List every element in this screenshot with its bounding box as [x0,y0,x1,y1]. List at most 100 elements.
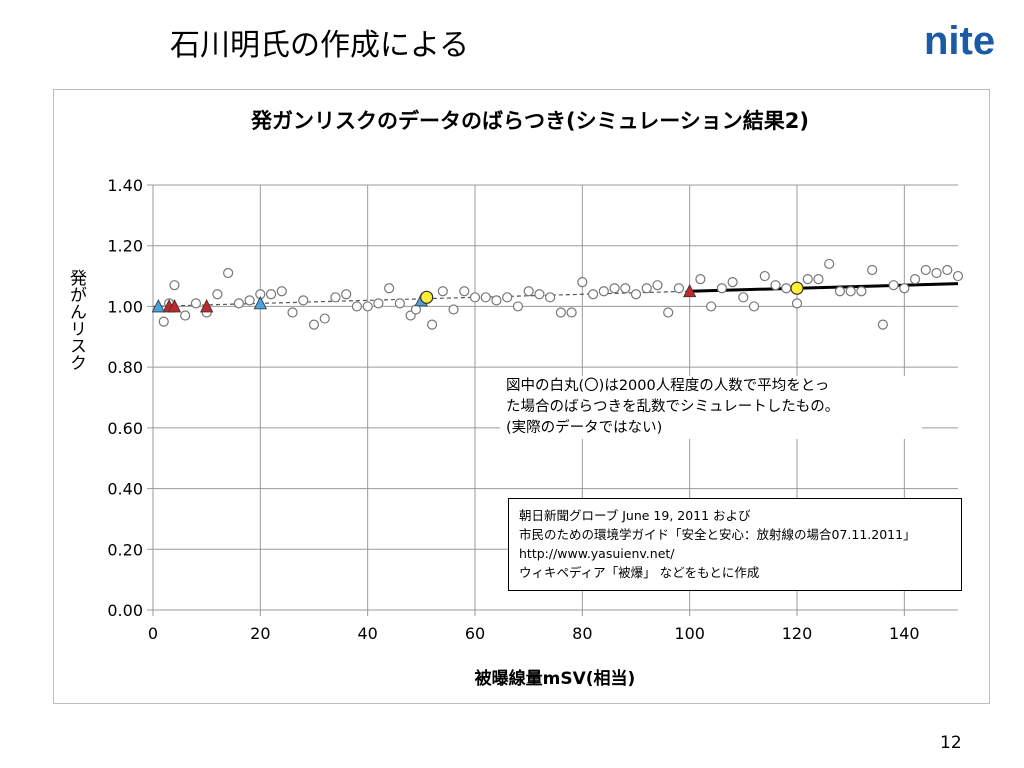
data-point [319,313,330,324]
data-point [577,277,588,288]
y-tick-label: 0.20 [107,540,143,559]
y-tick-label: 0.80 [107,358,143,377]
y-tick-label: 1.00 [107,297,143,316]
data-point [867,264,878,276]
data-point [362,301,373,312]
data-point [899,283,910,294]
data-point [534,289,545,300]
data-point [223,267,234,279]
data-point [663,307,674,318]
triangle-marker [253,295,267,310]
data-point [877,319,888,330]
chart-title: 発ガンリスクのデータのばらつき(シミュレーション結果2) [250,109,809,133]
data-point [909,274,921,285]
data-points [151,258,964,330]
x-tick-label: 20 [250,624,270,643]
data-point [394,298,405,309]
data-point [523,286,534,297]
data-point [770,280,781,291]
simulation-note: 図中の白丸(〇)は2000人程度の人数で平均をとっ た場合のばらつきを乱数でシミ… [500,376,922,439]
data-point [695,274,706,285]
data-point [834,286,846,297]
source-line: ウィキペディア「被爆」 などをもとに作成 [519,565,760,580]
data-point [459,286,470,297]
data-point [341,289,352,300]
data-point [330,292,341,303]
triangle-marker [151,299,166,313]
data-point [781,283,792,294]
page-number: 12 [940,733,962,753]
data-point [287,307,298,318]
data-point [158,316,169,327]
triangle-marker [683,283,697,298]
data-point [920,264,931,276]
data-point [244,295,255,306]
data-point [931,267,942,279]
x-axis-title: 被曝線量mSV(相当) [475,668,636,689]
y-tick-label: 0.00 [107,601,143,620]
source-line: 朝日新聞グローブ June 19, 2011 および [519,508,751,523]
data-point [748,301,760,312]
data-point [410,304,422,315]
triangle-marker [167,299,182,313]
data-point [437,286,448,297]
source-line: http://www.yasuienv.net/ [519,546,675,561]
data-point [448,304,459,315]
trend-line-solid [689,282,959,293]
data-point [738,292,749,303]
data-point [587,289,599,300]
data-point [727,277,738,288]
data-point [351,301,363,312]
x-tick-label: 120 [782,624,813,643]
y-tick-label: 1.20 [107,237,143,256]
data-point [469,292,481,303]
source-line: 市民のための環境学ガイド「安全と安心：放射線の場合07.11.2011」 [519,527,916,542]
data-point [169,280,180,291]
data-point [845,286,856,297]
highlight-point [790,281,804,295]
data-point [491,295,502,306]
y-tick-label: 0.40 [107,480,143,499]
x-tick-label: 140 [889,624,920,643]
triangle-marker [200,299,214,313]
data-point [706,301,717,312]
x-tick-label: 60 [465,624,485,643]
data-point [502,292,513,303]
y-axis-title: 発がんリスク [66,269,87,371]
data-point [555,307,566,318]
data-point [856,286,867,297]
x-tick-label: 40 [357,624,377,643]
data-point [373,298,384,309]
data-point [791,298,803,309]
x-tick-label: 100 [674,624,705,643]
data-point [298,295,309,306]
data-point [652,280,663,291]
slide-title: 石川明氏の作成による [170,28,470,63]
nite-logo: nite [924,19,995,63]
highlight-point [420,290,434,304]
note-line: た場合のばらつきを乱数でシミュレートしたもの。 [506,399,840,415]
source-citation-box: 朝日新聞グローブ June 19, 2011 および 市民のための環境学ガイド「… [508,498,962,591]
data-point [641,283,652,294]
data-point [512,301,524,312]
data-point [888,280,899,291]
data-point [630,289,642,300]
data-point [759,270,770,282]
data-point [276,286,287,297]
note-line: (実際のデータではない) [506,420,663,436]
data-point [308,319,320,330]
data-point [802,274,813,285]
data-point [942,264,953,276]
logo-text: nite [924,19,995,63]
data-point [620,283,631,294]
y-tick-label: 1.40 [107,176,143,195]
data-point [212,289,223,300]
data-point [190,298,202,309]
data-point [384,283,395,294]
data-point [566,307,577,318]
data-point [824,258,835,270]
data-point [609,283,620,294]
data-point [426,319,438,330]
data-point [233,298,244,309]
